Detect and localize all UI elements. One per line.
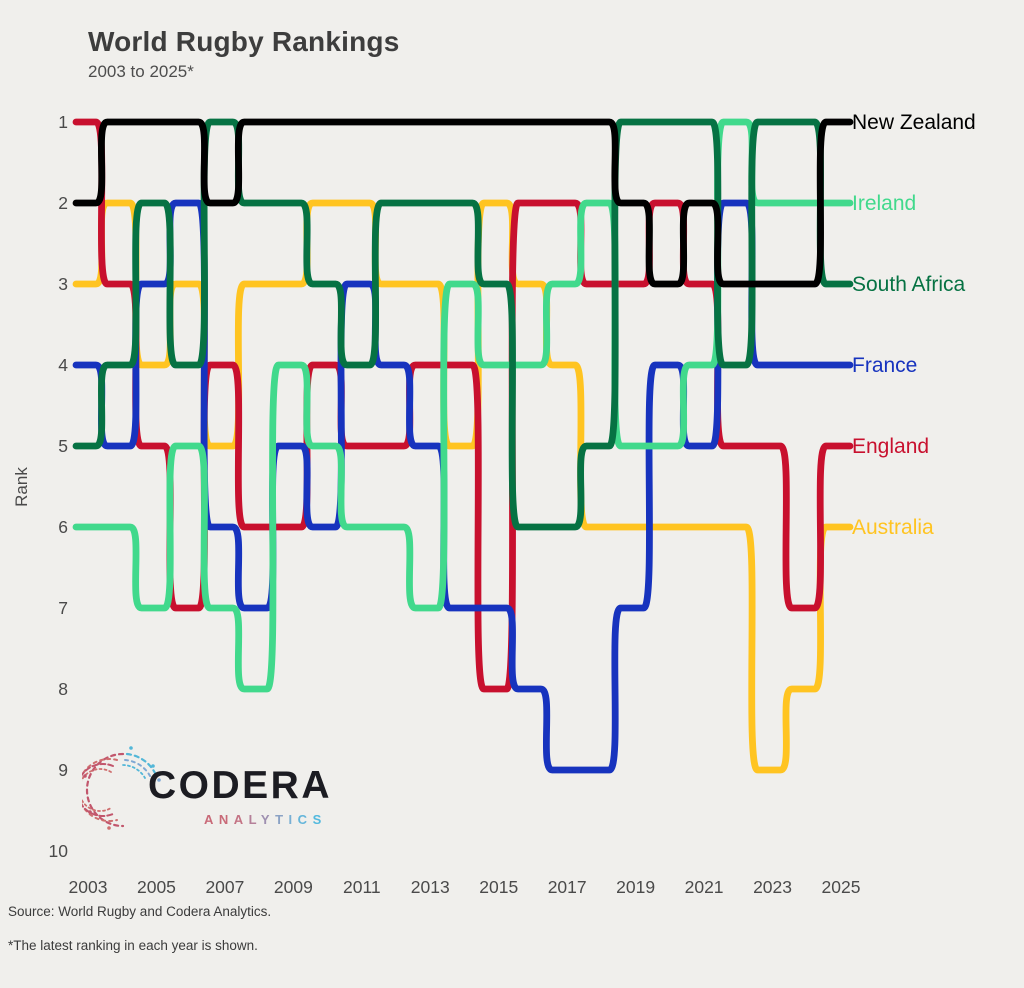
x-tick-2025: 2025 [822, 877, 861, 897]
series-line-ireland [72, 118, 854, 693]
series-label-australia: Australia [852, 516, 934, 539]
x-tick-2023: 2023 [753, 877, 792, 897]
series-line-australia [72, 199, 854, 774]
codera-logo-icon [82, 746, 161, 830]
y-tick-9: 9 [58, 760, 68, 780]
logo-sub-letter: C [297, 812, 313, 827]
page-title: World Rugby Rankings [88, 26, 400, 57]
series-label-england: England [852, 435, 929, 458]
source-note: Source: World Rugby and Codera Analytics… [8, 904, 272, 919]
series-line-england [72, 118, 854, 693]
logo-sub-letter: L [248, 812, 261, 827]
x-tick-2013: 2013 [411, 877, 450, 897]
series-label-new-zealand: New Zealand [852, 111, 976, 134]
logo-sub-letter: A [233, 812, 249, 827]
x-tick-2003: 2003 [69, 877, 108, 897]
y-tick-8: 8 [58, 679, 68, 699]
y-axis-title: Rank [12, 467, 31, 507]
y-tick-1: 1 [58, 112, 68, 132]
series-label-france: France [852, 354, 917, 377]
y-tick-2: 2 [58, 193, 68, 213]
series-line-france [72, 199, 854, 774]
series-end-labels: Australia England France Ireland South Afric… [852, 111, 976, 539]
codera-logo-text: CODERA [148, 764, 333, 807]
y-tick-7: 7 [58, 598, 68, 618]
logo-sub-letter: S [312, 812, 327, 827]
y-tick-10: 10 [49, 841, 69, 861]
codera-logo-subtext: ANALYTICS [204, 812, 327, 827]
logo-sub-letter: N [218, 812, 234, 827]
y-tick-5: 5 [58, 436, 68, 456]
x-tick-2009: 2009 [274, 877, 313, 897]
x-tick-2015: 2015 [479, 877, 518, 897]
x-tick-2005: 2005 [137, 877, 176, 897]
y-tick-3: 3 [58, 274, 68, 294]
x-tick-2021: 2021 [685, 877, 724, 897]
logo-sub-letter: T [275, 812, 289, 827]
y-tick-6: 6 [58, 517, 68, 537]
y-axis-tick-labels: 1 2 3 4 5 6 7 8 9 10 [49, 112, 69, 861]
logo-sub-letter: Y [260, 812, 276, 827]
footnote: *The latest ranking in each year is show… [8, 938, 258, 953]
series-line-new-zealand [72, 118, 854, 288]
codera-logo: CODERA ANALYTICS [82, 744, 330, 840]
series-lines [72, 118, 854, 774]
x-axis-tick-labels: 2003 2005 2007 2009 2011 2013 2015 2017 2019 2021… [69, 877, 861, 897]
series-label-south-africa: South Africa [852, 273, 966, 296]
logo-sub-letter: A [204, 812, 219, 827]
x-tick-2017: 2017 [548, 877, 587, 897]
series-label-ireland: Ireland [852, 192, 916, 215]
logo-sub-letter: I [288, 812, 298, 827]
x-tick-2019: 2019 [616, 877, 655, 897]
series-line-south-africa [72, 118, 854, 531]
x-tick-2007: 2007 [205, 877, 244, 897]
page-subtitle: 2003 to 2025* [88, 62, 194, 81]
y-tick-4: 4 [58, 355, 68, 375]
x-tick-2011: 2011 [343, 877, 381, 897]
